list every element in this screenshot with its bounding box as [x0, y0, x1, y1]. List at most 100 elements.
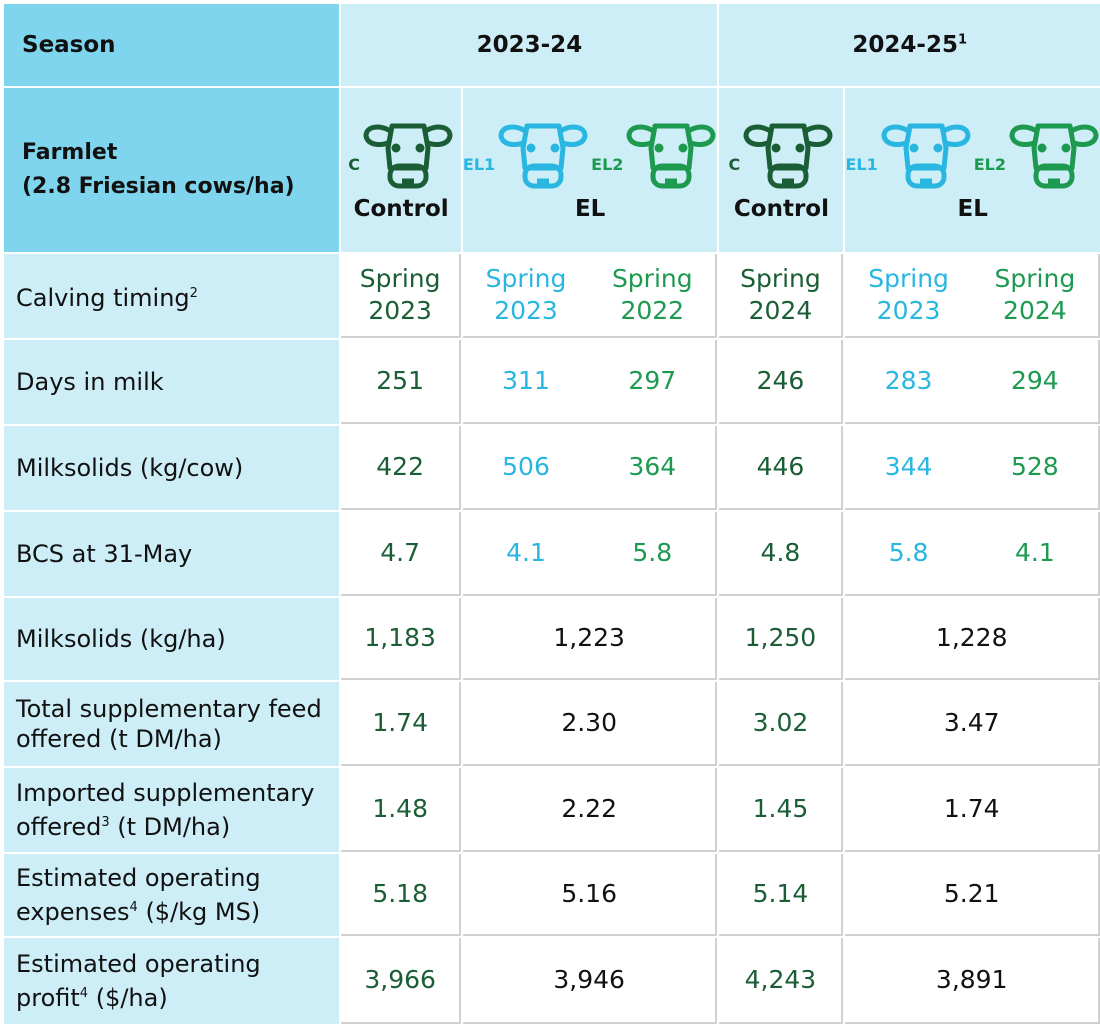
farmlet-group-1: EL1 EL2 EL: [462, 88, 718, 252]
row-label: Milksolids (kg/cow): [4, 426, 340, 510]
value-cell-pair: 311 297: [462, 340, 718, 424]
value-cell: 3.02: [719, 682, 844, 766]
value-el1: 4.1: [506, 538, 546, 567]
row-label-text: Estimated operating profit: [16, 950, 261, 1012]
footnote-marker: 4: [129, 900, 138, 915]
value-text: 3,891: [935, 965, 1008, 994]
farmlet-group-0: C Control: [341, 88, 461, 252]
value-text: 4,243: [744, 965, 817, 994]
table-row: Total supplementary feed offered (t DM/h…: [4, 682, 1100, 766]
value-cell: 3,966: [341, 938, 461, 1024]
value-cell: 1,223: [462, 598, 718, 680]
value-cell: 4.8: [719, 512, 844, 596]
value-text: 2.22: [561, 794, 617, 823]
value-text: 2.30: [561, 708, 617, 737]
row-label: Total supplementary feed offered (t DM/h…: [4, 682, 340, 766]
farmlet-tag: EL2: [591, 155, 624, 174]
value-el2: 528: [1011, 452, 1059, 481]
footnote-marker: 3: [101, 815, 110, 830]
farmlet-tag: EL1: [462, 155, 496, 174]
value-cell: 246: [719, 340, 844, 424]
value-cell: 3,946: [462, 938, 718, 1024]
farmlet-sub: (2.8 Friesian cows/ha): [22, 174, 295, 199]
value-text: 1.45: [752, 794, 809, 823]
table-row: Calving timing2 Spring 2023 Spring 2023 Spr…: [4, 254, 1100, 338]
value-cell: 1.74: [341, 682, 461, 766]
value-cell: 4,243: [719, 938, 844, 1024]
value-cell: 2.30: [462, 682, 718, 766]
value-cell-pair: 283 294: [845, 340, 1100, 424]
value-cell: 4.7: [341, 512, 461, 596]
value-text: 1.74: [943, 794, 1000, 823]
row-label-text: Milksolids (kg/ha): [16, 625, 226, 653]
value-cell: 422: [341, 426, 461, 510]
value-el1: 311: [502, 366, 550, 395]
farmlet-tag: C: [348, 155, 361, 174]
value-text: 3,946: [553, 965, 625, 994]
value-text: 446: [756, 452, 805, 481]
row-label-text: BCS at 31-May: [16, 540, 193, 568]
value-text: 3,966: [364, 965, 436, 994]
value-cell: 5.16: [462, 854, 718, 936]
value-cell: 1,250: [719, 598, 844, 680]
value-el1: Spring 2023: [868, 264, 949, 325]
group-label: EL: [574, 196, 606, 222]
cow-head-icon: [626, 123, 716, 189]
value-cell: 5.21: [845, 854, 1100, 936]
table-row: Days in milk 251 311 297 246 283 294: [4, 340, 1100, 424]
row-label-text: Imported supplementary offered: [16, 779, 315, 841]
season-label: 2023-24: [476, 32, 583, 58]
row-label: Calving timing2: [4, 254, 340, 338]
value-cell: 3,891: [845, 938, 1100, 1024]
value-cell-pair: 344 528: [845, 426, 1100, 510]
value-cell: 1.48: [341, 768, 461, 852]
value-el1: 5.8: [888, 538, 929, 567]
footnote-marker: 1: [957, 32, 968, 48]
table-row: Milksolids (kg/ha) 1,183 1,223 1,250 1,228: [4, 598, 1100, 680]
value-el2: 5.8: [632, 538, 673, 567]
value-cell-pair: Spring 2023 Spring 2022: [462, 254, 718, 338]
value-cell: 1,228: [845, 598, 1100, 680]
value-cell-pair: 5.8 4.1: [845, 512, 1100, 596]
value-text: 5.14: [752, 879, 809, 908]
season-2024-25: 2024-251: [719, 4, 1100, 86]
value-el2: 294: [1011, 366, 1059, 395]
row-label-unit: (t DM/ha): [109, 813, 231, 841]
value-text: 1,223: [553, 623, 625, 652]
value-cell: 3.47: [845, 682, 1100, 766]
farmlet-group-3: EL1 EL2 EL: [845, 88, 1100, 252]
footnote-marker: 4: [79, 986, 89, 1001]
value-text: 1,228: [935, 623, 1008, 652]
row-label-text: Total supplementary feed offered (t DM/h…: [16, 695, 322, 753]
value-cell: 1.74: [845, 768, 1100, 852]
value-text: 1.74: [372, 708, 428, 737]
season-label: 2024-25: [852, 32, 958, 58]
value-text: 5.16: [561, 879, 617, 908]
value-text: 1,183: [364, 623, 436, 652]
cow-head-icon: [743, 123, 833, 189]
value-text: 251: [376, 366, 424, 395]
value-cell-pair: Spring 2023 Spring 2024: [845, 254, 1100, 338]
value-el1: 344: [884, 452, 933, 481]
table-row: BCS at 31-May 4.7 4.1 5.8 4.8 5.8 4.1: [4, 512, 1100, 596]
group-label: Control: [733, 196, 829, 222]
value-text: 246: [756, 366, 805, 395]
value-el1: Spring 2023: [485, 264, 567, 325]
value-text: 3.47: [943, 708, 1000, 737]
value-cell: 446: [719, 426, 844, 510]
cow-head-icon: [363, 123, 453, 189]
table-row: Estimated operating expenses4 ($/kg MS) 5…: [4, 854, 1100, 936]
farmlet-tag: EL1: [845, 155, 878, 174]
row-label-text: Days in milk: [16, 368, 164, 396]
value-el1: 506: [502, 452, 550, 481]
value-text: 1.48: [372, 794, 428, 823]
cow-head-icon: [498, 123, 588, 189]
row-label: Days in milk: [4, 340, 340, 424]
season-2023-24: 2023-24: [341, 4, 718, 86]
value-text: 422: [376, 452, 424, 481]
value-cell: 2.22: [462, 768, 718, 852]
cow-head-icon: [1009, 123, 1099, 189]
value-text: 4.8: [760, 538, 801, 567]
value-text: Spring 2023: [359, 264, 441, 325]
value-cell-pair: 4.1 5.8: [462, 512, 718, 596]
